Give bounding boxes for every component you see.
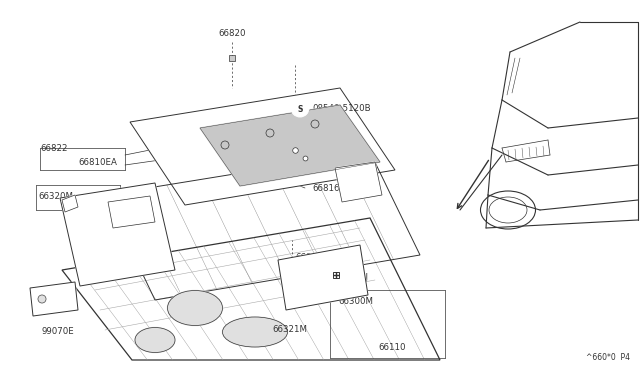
Polygon shape — [335, 162, 382, 202]
Polygon shape — [30, 282, 78, 316]
Text: 66810EA: 66810EA — [78, 157, 117, 167]
Text: 66300M: 66300M — [338, 298, 373, 307]
Polygon shape — [62, 218, 440, 360]
Polygon shape — [278, 245, 368, 310]
Text: 66865E: 66865E — [295, 253, 328, 263]
Text: 66820: 66820 — [218, 29, 246, 38]
Text: 99070E: 99070E — [42, 327, 75, 337]
Text: 66822: 66822 — [40, 144, 67, 153]
Polygon shape — [108, 196, 155, 228]
Text: 66321M: 66321M — [272, 326, 307, 334]
Text: 66810E: 66810E — [312, 135, 345, 144]
Text: 08540-5120B: 08540-5120B — [312, 103, 371, 112]
Circle shape — [291, 99, 309, 117]
Polygon shape — [60, 183, 175, 286]
Circle shape — [38, 295, 46, 303]
Text: ^660*0  P4: ^660*0 P4 — [586, 353, 630, 362]
Text: 66300J: 66300J — [338, 273, 368, 282]
Ellipse shape — [223, 317, 287, 347]
Polygon shape — [105, 152, 420, 300]
Text: 66110: 66110 — [378, 343, 406, 353]
Polygon shape — [200, 105, 380, 186]
Text: 66320M: 66320M — [38, 192, 73, 201]
Ellipse shape — [135, 327, 175, 353]
Polygon shape — [130, 88, 395, 205]
Text: S: S — [298, 105, 303, 113]
Text: 66816M: 66816M — [312, 183, 347, 192]
Ellipse shape — [168, 291, 223, 326]
Text: (1): (1) — [322, 115, 334, 125]
Polygon shape — [62, 195, 78, 212]
